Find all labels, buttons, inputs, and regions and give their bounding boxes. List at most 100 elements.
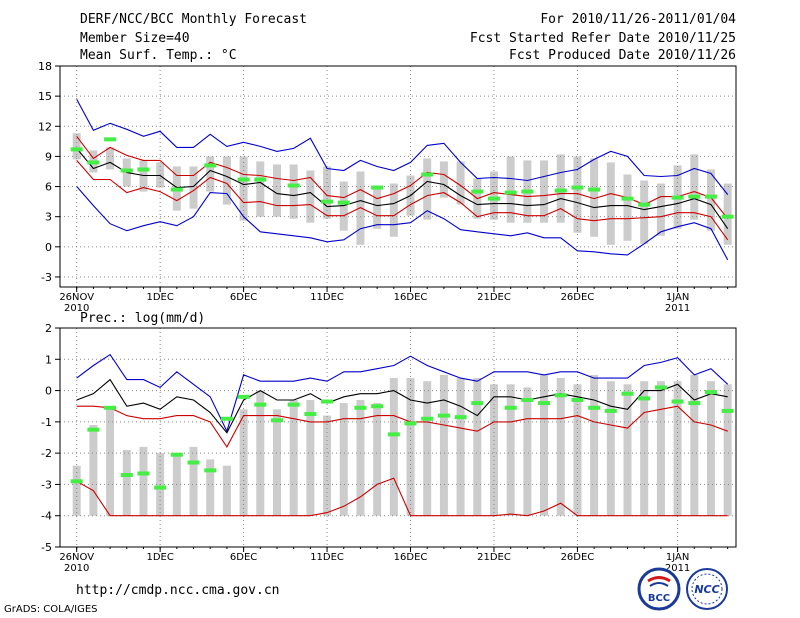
y-tick-label: -3 (41, 478, 52, 491)
obs-marker (187, 460, 200, 465)
x-tick-label: 26DEC (561, 292, 595, 303)
obs-marker (521, 397, 534, 402)
series-line-max (76, 98, 729, 195)
member-range-bar (590, 374, 599, 516)
member-range-bar (206, 156, 215, 192)
svg-text:NCC: NCC (694, 583, 719, 596)
obs-marker (504, 405, 517, 410)
x-tick-year-label: 2010 (64, 303, 89, 314)
chart-title: DERF/NCC/BCC Monthly Forecast (80, 12, 307, 27)
obs-marker (204, 468, 217, 473)
series-line-spread-upper (76, 135, 729, 220)
obs-marker (70, 479, 83, 484)
y-tick-label: 3 (45, 211, 52, 224)
y-tick-label: 2 (45, 322, 52, 335)
y-tick-label: 9 (45, 150, 52, 163)
member-range-bar (389, 378, 398, 516)
obs-marker (554, 188, 567, 193)
member-range-bar (656, 381, 665, 516)
variable-label: Mean Surf. Temp.: °C (80, 48, 237, 63)
y-tick-label: 1 (45, 353, 52, 366)
member-range-bar (239, 156, 248, 221)
x-tick-label: 26NOV (59, 552, 94, 563)
obs-marker (538, 401, 551, 406)
member-range-bar (206, 459, 215, 516)
member-range-bar (523, 387, 532, 516)
y-tick-label: -3 (41, 271, 52, 284)
member-range-bar (323, 415, 332, 516)
member-range-bar (690, 154, 699, 220)
obs-marker (621, 391, 634, 396)
obs-marker (354, 405, 367, 410)
obs-marker (721, 408, 734, 413)
member-range-bar (623, 174, 632, 241)
obs-marker (704, 194, 717, 199)
y-tick-label: -5 (41, 541, 52, 554)
obs-marker (387, 432, 400, 437)
x-tick-label: 16DEC (394, 552, 428, 563)
x-tick-label: 1DEC (146, 292, 173, 303)
obs-marker (571, 185, 584, 190)
obs-marker (671, 399, 684, 404)
obs-marker (521, 189, 534, 194)
grads-credit: GrADS: COLA/IGES (4, 604, 98, 615)
obs-marker (638, 396, 651, 401)
member-range-bar (590, 158, 599, 237)
fcst-started-date: Fcst Started Refer Date 2010/11/25 (469, 31, 736, 46)
y-tick-label: 0 (45, 241, 52, 254)
member-range-bar (272, 164, 281, 217)
obs-marker (237, 394, 250, 399)
series-line-mean (76, 148, 729, 230)
member-range-bar (289, 399, 298, 516)
obs-marker (404, 421, 417, 426)
x-tick-year-label: 2010 (64, 563, 89, 574)
bcc-logo: BCC (637, 567, 681, 611)
precip-panel-label: Prec.: log(mm/d) (80, 311, 206, 326)
member-range-bar (89, 424, 98, 516)
plot-frame (59, 327, 737, 548)
member-range-bar (72, 465, 81, 516)
member-range-bar (289, 164, 298, 219)
member-range-bar (439, 374, 448, 516)
member-range-bar (189, 446, 198, 516)
member-range-bar (256, 161, 265, 217)
member-range-bar (473, 378, 482, 516)
series-line-spread-upper (76, 405, 728, 448)
member-range-bar (189, 166, 198, 209)
member-range-bar (423, 381, 432, 516)
obs-marker (270, 418, 283, 423)
member-range-bar (456, 161, 465, 205)
obs-marker (621, 196, 634, 201)
x-tick-label: 6DEC (230, 292, 257, 303)
obs-marker (638, 202, 651, 207)
obs-marker (471, 401, 484, 406)
plot-frame (59, 65, 737, 288)
obs-marker (321, 199, 334, 204)
member-range-bar (640, 180, 649, 244)
member-range-bar (489, 384, 498, 516)
member-range-bar (606, 381, 615, 516)
member-range-bar (706, 169, 715, 231)
member-range-bar (122, 450, 131, 516)
y-tick-label: -1 (41, 416, 52, 429)
member-range-bar (506, 156, 515, 223)
obs-marker (237, 177, 250, 182)
member-range-bar (106, 147, 115, 170)
y-tick-label: 0 (45, 385, 52, 398)
website-url[interactable]: http://cmdp.ncc.cma.gov.cn (76, 583, 280, 598)
member-range-bar (406, 378, 415, 516)
series-line-spread-lower (76, 160, 729, 241)
y-tick-label: 6 (45, 181, 52, 194)
member-range-bar (373, 403, 382, 516)
member-range-bar (106, 409, 115, 516)
obs-marker (170, 452, 183, 457)
obs-marker (104, 405, 117, 410)
member-range-bar (356, 399, 365, 516)
obs-marker (254, 177, 267, 182)
member-range-bar (690, 374, 699, 516)
member-range-bar (423, 158, 432, 220)
x-tick-label: 1JAN (666, 552, 689, 563)
obs-marker (588, 405, 601, 410)
